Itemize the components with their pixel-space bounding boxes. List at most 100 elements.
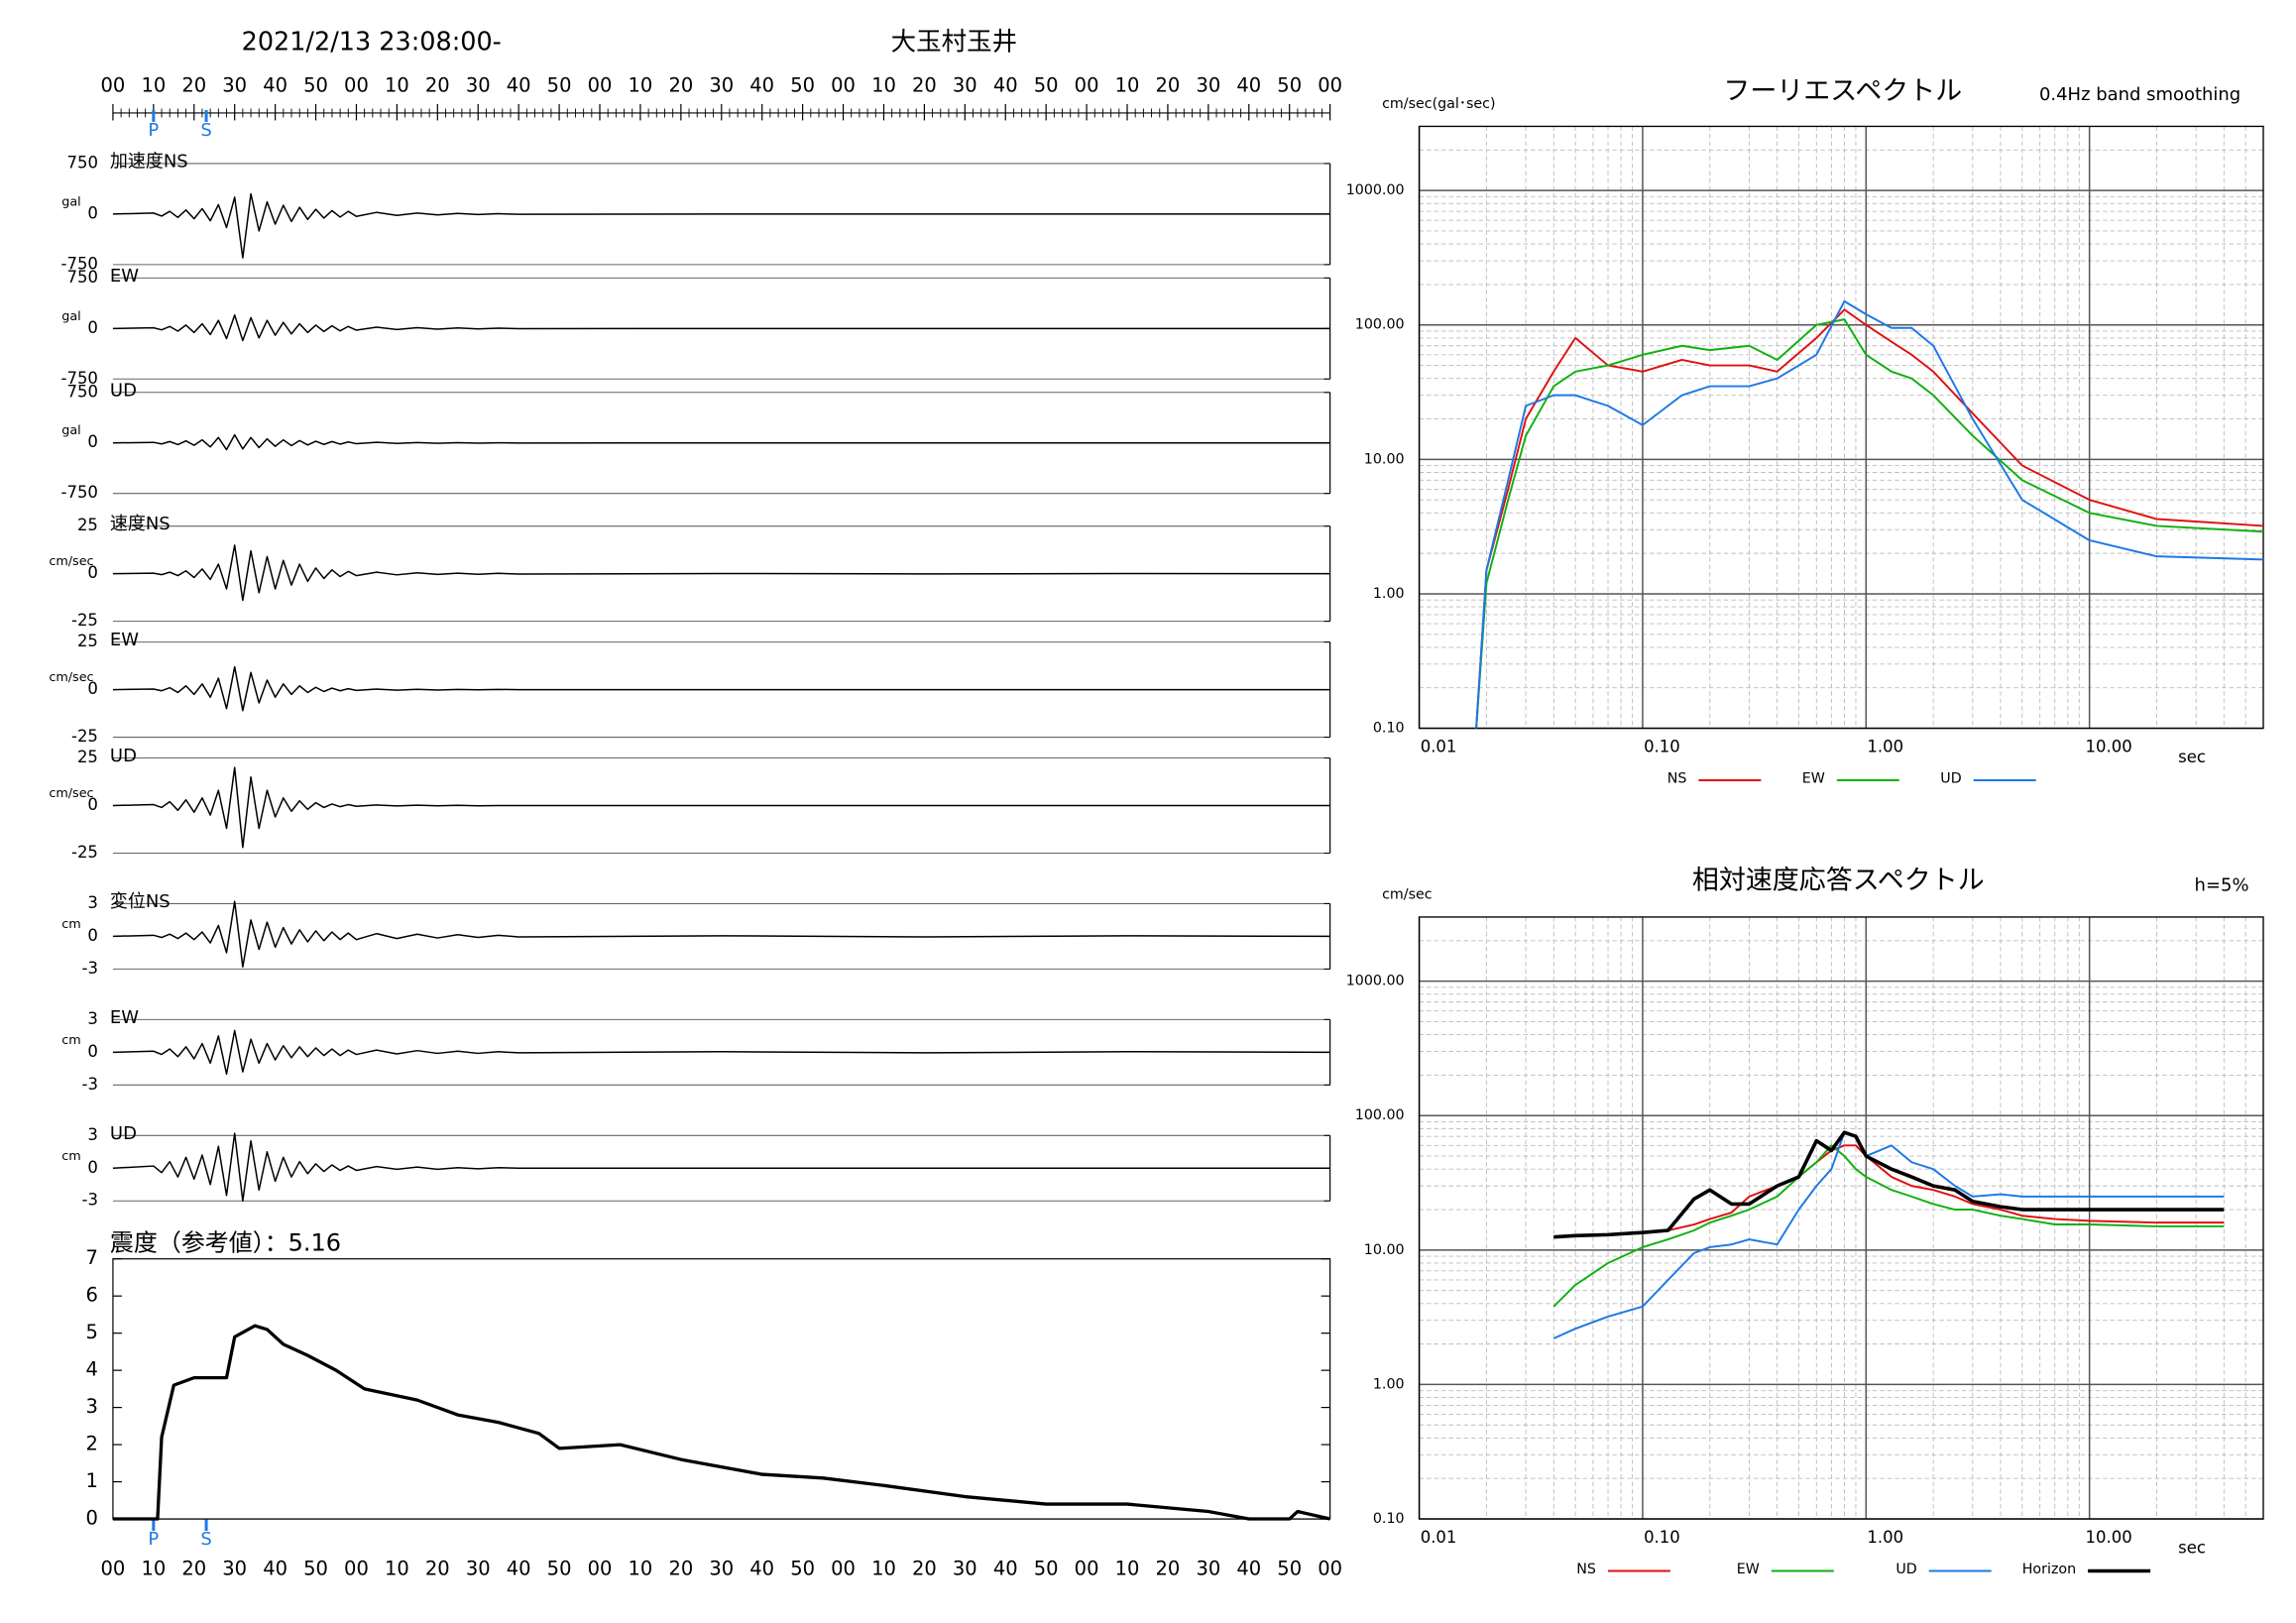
- time-tick-label: 40: [749, 73, 774, 96]
- y-tick-label: -750: [61, 254, 98, 273]
- y-tick-label: 0: [86, 1507, 98, 1530]
- panel-title: EW: [110, 630, 139, 650]
- panel-title: 速度NS: [110, 514, 171, 534]
- y-tick-label: 100.00: [1355, 317, 1405, 333]
- waveform: [112, 1132, 1330, 1202]
- waveform: [112, 766, 1330, 849]
- legend-label: Horizon: [2022, 1562, 2076, 1577]
- time-tick-label: 00: [831, 73, 856, 96]
- y-unit: cm/sec(gal･sec): [1382, 96, 1495, 112]
- y-tick-label: -25: [71, 611, 98, 630]
- time-tick-label: 20: [1156, 1558, 1181, 1580]
- time-tick-label: 40: [1236, 1558, 1261, 1580]
- time-tick-label: 30: [709, 1558, 734, 1580]
- time-tick-label: 00: [1075, 73, 1099, 96]
- time-tick-label: 10: [385, 1558, 409, 1580]
- waveform: [112, 544, 1330, 602]
- x-axis-label: sec: [2178, 748, 2206, 766]
- y-tick-label: 0: [87, 1042, 97, 1061]
- y-unit: cm/sec: [49, 670, 93, 685]
- y-tick-label: 4: [86, 1358, 98, 1381]
- time-tick-label: 20: [181, 73, 206, 96]
- y-tick-label: 3: [86, 1395, 98, 1418]
- time-tick-label: 00: [344, 73, 369, 96]
- time-tick-label: 10: [1115, 73, 1140, 96]
- x-tick-label: 10.00: [2086, 1528, 2132, 1547]
- y-tick-label: 0: [87, 318, 97, 337]
- x-axis-label: sec: [2178, 1539, 2206, 1558]
- time-tick-label: 40: [507, 1558, 531, 1580]
- y-tick-label: 750: [66, 153, 97, 172]
- y-tick-label: 10.00: [1364, 1242, 1405, 1258]
- panel-title: EW: [110, 266, 139, 287]
- spectrum-line: [1553, 1144, 2225, 1238]
- time-tick-label: 00: [831, 1558, 856, 1580]
- legend-label: EW: [1737, 1562, 1760, 1577]
- time-tick-label: 20: [912, 1558, 937, 1580]
- time-tick-label: 50: [1277, 1558, 1302, 1580]
- time-tick-label: 10: [385, 73, 409, 96]
- time-tick-label: 20: [1156, 73, 1181, 96]
- x-tick-label: 0.10: [1644, 738, 1680, 756]
- time-tick-label: 20: [668, 73, 693, 96]
- y-unit: cm/sec: [49, 786, 93, 801]
- time-tick-label: 40: [993, 73, 1018, 96]
- spectrum-title: 相対速度応答スペクトル: [1692, 865, 1985, 895]
- y-tick-label: 0: [87, 926, 97, 945]
- intensity-title: 震度（参考値）：5.16: [110, 1229, 341, 1257]
- time-tick-label: 50: [547, 1558, 572, 1580]
- phase-label: P: [148, 1529, 159, 1550]
- panel-title: UD: [110, 746, 137, 766]
- time-tick-label: 50: [790, 1558, 815, 1580]
- time-tick-label: 50: [1277, 73, 1302, 96]
- time-tick-label: 40: [507, 73, 531, 96]
- spectrum-line: [1552, 1144, 2225, 1308]
- time-tick-label: 30: [1196, 73, 1220, 96]
- time-tick-label: 10: [141, 1558, 166, 1580]
- y-unit: cm/sec: [1382, 886, 1433, 902]
- time-tick-label: 00: [588, 73, 613, 96]
- y-unit: gal: [61, 423, 80, 438]
- y-unit: cm: [61, 917, 80, 932]
- y-tick-label: 25: [77, 632, 98, 650]
- time-tick-label: 00: [344, 1558, 369, 1580]
- time-tick-label: 40: [1236, 73, 1261, 96]
- time-tick-label: 20: [425, 1558, 450, 1580]
- y-tick-label: 3: [87, 1009, 97, 1028]
- time-tick-label: 00: [1318, 73, 1342, 96]
- waveform: [112, 665, 1330, 712]
- y-tick-label: -25: [71, 727, 98, 746]
- plot-frame: [1418, 125, 2264, 730]
- y-tick-label: 0: [87, 679, 97, 698]
- y-tick-label: 100.00: [1355, 1107, 1405, 1123]
- spectrum-line: [1475, 299, 2264, 729]
- waveform: [112, 1029, 1330, 1076]
- time-tick-label: 00: [1318, 1558, 1342, 1580]
- legend-label: UD: [1940, 771, 1961, 787]
- y-unit: gal: [61, 194, 80, 209]
- time-tick-label: 30: [222, 73, 247, 96]
- time-tick-label: 30: [1196, 1558, 1220, 1580]
- panel-title: 加速度NS: [110, 151, 188, 172]
- y-tick-label: 1.00: [1373, 1376, 1405, 1392]
- time-tick-label: 50: [1034, 1558, 1059, 1580]
- panel-title: UD: [110, 1123, 137, 1144]
- spectrum-line: [1553, 1130, 2225, 1239]
- y-unit: cm/sec: [49, 554, 93, 569]
- station-name: 大玉村玉井: [891, 28, 1017, 58]
- time-tick-label: 10: [141, 73, 166, 96]
- y-unit: cm: [61, 1149, 80, 1164]
- y-tick-label: 3: [87, 1125, 97, 1144]
- x-tick-label: 0.10: [1644, 1528, 1680, 1547]
- time-tick-label: 20: [425, 73, 450, 96]
- time-tick-label: 20: [668, 1558, 693, 1580]
- waveform: [112, 900, 1330, 968]
- time-tick-label: 30: [709, 73, 734, 96]
- time-tick-label: 40: [749, 1558, 774, 1580]
- y-tick-label: 0: [87, 432, 97, 451]
- time-tick-label: 40: [263, 73, 287, 96]
- y-tick-label: 6: [86, 1284, 98, 1307]
- legend-label: EW: [1802, 771, 1825, 787]
- plot-frame: [1418, 916, 2264, 1520]
- datetime: 2021/2/13 23:08:00-: [242, 28, 502, 58]
